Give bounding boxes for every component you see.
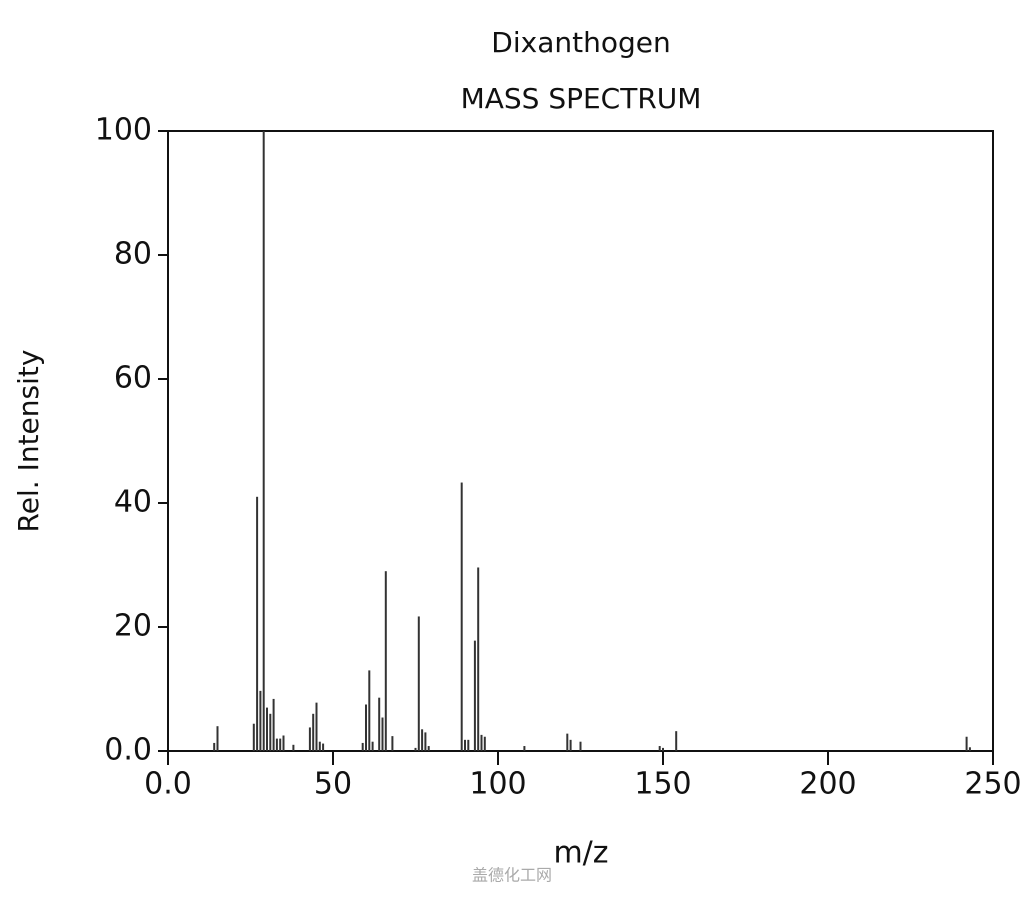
peak <box>424 732 427 751</box>
y-tick-label: 0.0 <box>104 733 152 768</box>
peak <box>365 704 367 751</box>
peak <box>675 731 678 751</box>
peak <box>965 736 968 751</box>
x-tick-label: 200 <box>799 767 856 802</box>
peak <box>282 735 285 751</box>
peak <box>378 697 381 751</box>
peak <box>256 496 259 751</box>
peak <box>417 616 420 751</box>
peak <box>523 746 526 751</box>
peak <box>262 131 265 751</box>
peak <box>279 738 282 751</box>
y-axis-label: Rel. Intensity <box>12 350 45 533</box>
peak <box>213 742 216 751</box>
peak <box>381 717 384 751</box>
peak <box>259 690 262 751</box>
y-tick-label: 60 <box>114 361 152 396</box>
peak <box>216 726 219 751</box>
peak <box>460 482 463 751</box>
peak <box>292 744 295 751</box>
chart-title: Dixanthogen <box>491 26 670 59</box>
peak <box>361 742 364 751</box>
peak <box>421 729 424 751</box>
x-tick-label: 50 <box>314 767 352 802</box>
x-tick-label: 150 <box>634 767 691 802</box>
peak <box>566 733 569 751</box>
y-tick-label: 40 <box>114 485 152 520</box>
peak <box>272 698 275 751</box>
peak <box>252 723 255 751</box>
peak <box>662 747 664 751</box>
x-tick-label: 0.0 <box>144 767 192 802</box>
peak <box>315 702 318 751</box>
plot-frame <box>167 130 994 752</box>
peak <box>483 736 486 751</box>
peak <box>658 746 661 751</box>
peak <box>427 746 430 751</box>
peak <box>368 670 371 751</box>
x-tick-label: 100 <box>469 767 526 802</box>
y-tick-label: 20 <box>114 609 152 644</box>
peak <box>308 727 311 751</box>
peak <box>266 707 268 751</box>
chart-subtitle: MASS SPECTRUM <box>461 82 702 115</box>
peak <box>464 739 466 751</box>
peak <box>579 741 582 751</box>
peak <box>467 739 470 751</box>
peak <box>480 734 483 751</box>
peak <box>322 743 325 751</box>
peak <box>371 741 374 751</box>
peak <box>968 747 971 751</box>
peak <box>384 571 387 751</box>
y-tick-label: 100 <box>95 113 152 148</box>
peak <box>269 713 272 751</box>
peak <box>414 747 417 751</box>
x-axis-label: m/z <box>553 836 608 871</box>
peak <box>569 739 572 751</box>
peak <box>473 640 476 751</box>
peak <box>391 736 394 751</box>
y-tick-label: 80 <box>114 237 152 272</box>
x-tick-label: 250 <box>964 767 1021 802</box>
peak <box>275 738 278 751</box>
watermark: 盖德化工网 <box>472 866 552 885</box>
peak <box>318 741 321 751</box>
peak <box>477 567 480 751</box>
peak <box>312 713 315 751</box>
